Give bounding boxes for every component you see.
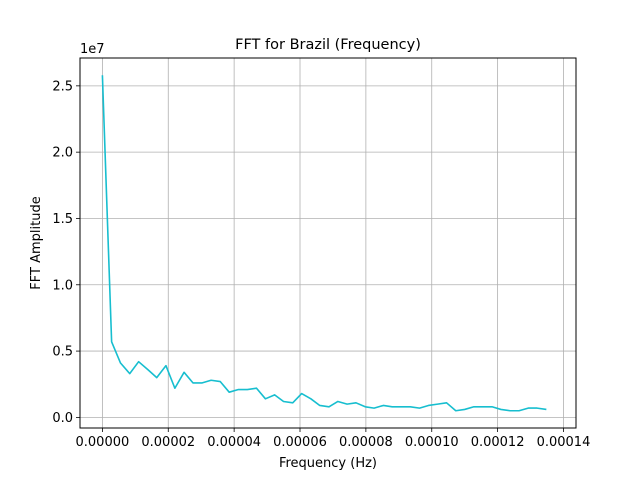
x-axis: 0.00000 0.00002 0.00004 0.00006 0.00008 0.000… [76, 428, 591, 450]
y-offset-label: 1e7 [80, 42, 105, 57]
x-tick-label: 0.00010 [405, 435, 459, 450]
y-tick-label: 1.5 [52, 212, 73, 227]
x-tick-label: 0.00006 [273, 435, 327, 450]
x-tick-label: 0.00002 [141, 435, 195, 450]
y-axis: 0.0 0.5 1.0 1.5 2.0 2.5 [52, 79, 80, 426]
y-axis-label: FFT Amplitude [29, 196, 44, 289]
plot-area [101, 75, 547, 412]
x-tick-label: 0.00014 [537, 435, 591, 450]
y-tick-label: 2.5 [52, 79, 73, 94]
x-tick-label: 0.00008 [339, 435, 393, 450]
x-tick-label: 0.00000 [76, 435, 130, 450]
y-tick-label: 0.5 [52, 345, 73, 360]
x-tick-label: 0.00012 [471, 435, 525, 450]
y-tick-label: 0.0 [52, 411, 73, 426]
grid [80, 58, 576, 428]
x-axis-label: Frequency (Hz) [279, 456, 377, 471]
chart-title: FFT for Brazil (Frequency) [235, 37, 421, 53]
x-tick-label: 0.00004 [207, 435, 261, 450]
y-tick-label: 1.0 [52, 278, 73, 293]
plot-frame [79, 57, 577, 429]
y-tick-label: 2.0 [52, 146, 73, 161]
fft-series-line [101, 75, 547, 412]
